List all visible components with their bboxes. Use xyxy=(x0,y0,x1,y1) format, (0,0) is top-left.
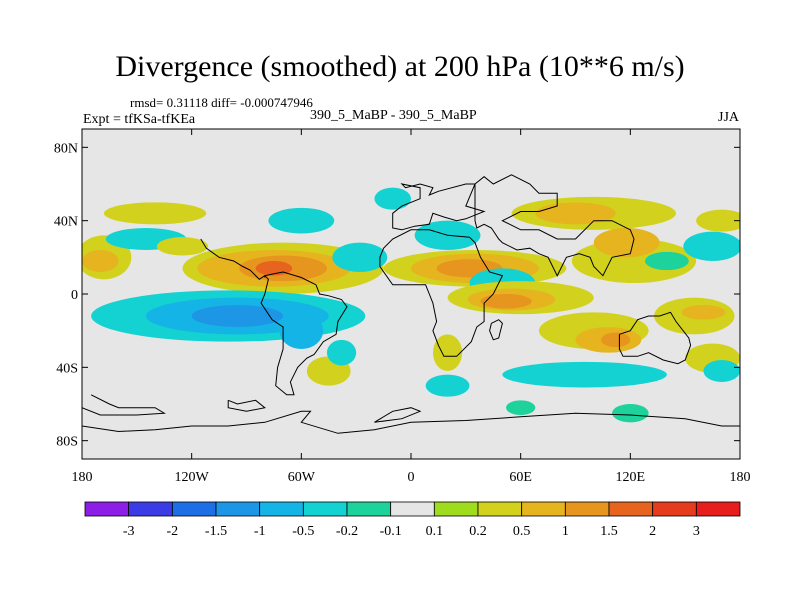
y-tick-label-1: 40N xyxy=(54,215,78,230)
x-tick-label-6: 180 xyxy=(730,470,751,485)
colorbar-label-0: -3 xyxy=(123,524,135,539)
coastline-0 xyxy=(392,183,486,231)
field-region-0 xyxy=(103,202,207,225)
colorbar-label-7: 0.1 xyxy=(426,524,444,539)
colorbar-swatch-1 xyxy=(128,501,173,517)
field-region-15 xyxy=(332,242,388,272)
x-tick-label-3: 0 xyxy=(408,470,415,485)
x-tick-label-2: 60W xyxy=(288,470,316,485)
colorbar-swatch-12 xyxy=(608,501,654,517)
field-region-4 xyxy=(535,202,616,225)
coastline-4 xyxy=(618,311,692,365)
cases-label: 390_5_MaBP - 390_5_MaBP xyxy=(310,108,477,123)
field-region-44 xyxy=(612,404,649,423)
chart-title: Divergence (smoothed) at 200 hPa (10**6 … xyxy=(115,50,685,83)
coastline-3 xyxy=(489,319,503,341)
axes: 180 120W 60W 0 60E 120E 180 80N 40N 0 40S 80S xyxy=(54,129,751,485)
coastline-7 xyxy=(82,410,740,434)
colorbar-swatch-3 xyxy=(215,501,261,517)
field-region-8 xyxy=(82,250,119,272)
field-region-22 xyxy=(644,251,689,271)
colorbar-label-8: 0.2 xyxy=(469,524,487,539)
field-region-33 xyxy=(432,334,463,371)
colorbar-swatch-9 xyxy=(477,501,523,517)
field-region-2 xyxy=(374,187,411,210)
colorbar-swatch-4 xyxy=(259,501,304,517)
colorbar-label-2: -1.5 xyxy=(205,524,227,539)
x-tick-label-5: 120E xyxy=(616,470,646,485)
colorbar-swatch-0 xyxy=(84,501,130,517)
field-region-38 xyxy=(502,361,667,388)
colorbar-label-3: -1 xyxy=(254,524,266,539)
field-region-42 xyxy=(703,360,740,382)
colorbar-label-6: -0.1 xyxy=(380,524,402,539)
coastline-10 xyxy=(374,407,422,423)
field-region-32 xyxy=(326,339,357,366)
coastline-1 xyxy=(474,174,635,277)
colorbar-swatch-5 xyxy=(302,501,348,517)
colorbar-label-12: 2 xyxy=(649,524,656,539)
colorbar-label-9: 0.5 xyxy=(513,524,531,539)
y-tick-label-2: 0 xyxy=(71,288,78,303)
field-region-10 xyxy=(156,237,209,256)
colorbar-label-4: -0.5 xyxy=(292,524,314,539)
field-region-34 xyxy=(425,374,470,397)
colorbar-swatch-2 xyxy=(171,501,217,517)
y-tick-label-0: 80N xyxy=(54,141,78,156)
coastline-6 xyxy=(200,238,266,280)
x-tick-label-4: 60E xyxy=(509,470,532,485)
colorbar-label-1: -2 xyxy=(166,524,178,539)
y-tick-label-4: 80S xyxy=(56,435,78,450)
colorbar-swatch-11 xyxy=(564,501,610,517)
coastline-8 xyxy=(82,394,166,416)
colorbar-swatch-6 xyxy=(346,501,392,517)
colorbar-label-13: 3 xyxy=(693,524,700,539)
field-region-5 xyxy=(696,209,740,232)
field-region-43 xyxy=(506,400,536,415)
colorbar-label-10: 1 xyxy=(562,524,569,539)
coastline-9 xyxy=(227,399,266,412)
colorbar-swatch-8 xyxy=(433,501,479,517)
colorbar-swatch-14 xyxy=(695,501,741,517)
coastlines xyxy=(82,174,740,434)
field-region-26 xyxy=(480,294,532,309)
field-region-40 xyxy=(681,305,726,320)
field-region-30 xyxy=(279,312,324,349)
x-tick-label-1: 120W xyxy=(175,470,210,485)
colorbar: -3 -2 -1.5 -1 -0.5 -0.2 -0.1 0.1 0.2 0.5 1 1.5 2 3 xyxy=(84,501,741,539)
field-region-29 xyxy=(191,305,284,327)
experiment-label: Expt = tfKSa-tfKEa xyxy=(83,112,196,127)
colorbar-swatch-7 xyxy=(390,501,435,517)
colorbar-swatch-13 xyxy=(652,501,697,517)
colorbar-label-11: 1.5 xyxy=(600,524,618,539)
colorbar-label-5: -0.2 xyxy=(336,524,358,539)
field-region-21 xyxy=(683,231,740,261)
field-region-20 xyxy=(593,228,660,258)
coastline-5 xyxy=(260,271,348,396)
x-tick-label-0: 180 xyxy=(72,470,93,485)
y-tick-label-3: 40S xyxy=(56,361,78,376)
season-label: JJA xyxy=(718,110,740,125)
colorbar-swatch-10 xyxy=(521,501,566,517)
stats-label: rmsd= 0.31118 diff= -0.000747946 xyxy=(130,95,313,110)
coastline-2 xyxy=(379,229,504,357)
field-region-1 xyxy=(268,207,335,234)
field-region-37 xyxy=(601,332,631,348)
